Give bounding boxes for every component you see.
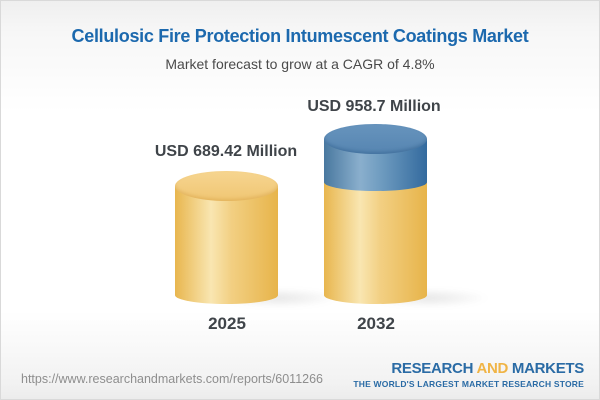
value-label-2025: USD 689.42 Million [154,143,298,160]
research-and-markets-logo[interactable]: RESEARCH AND MARKETS THE WORLD'S LARGEST… [353,359,584,389]
value-label-2032: USD 958.7 Million [307,98,441,115]
report-url-link[interactable]: https://www.researchandmarkets.com/repor… [21,372,323,386]
logo-word-research: RESEARCH [391,359,474,377]
logo-tagline: THE WORLD'S LARGEST MARKET RESEARCH STOR… [353,379,584,389]
cylinder-2025-top-ellipse [175,171,278,201]
year-label-2025: 2025 [208,314,246,333]
cylinder-2025-body [175,186,278,304]
cylinder-2032-gold-segment [324,182,427,304]
logo-word-and: AND [476,359,509,377]
page-subtitle: Market forecast to grow at a CAGR of 4.8… [165,56,435,72]
page-title: Cellulosic Fire Protection Intumescent C… [71,26,529,46]
logo-word-markets: MARKETS [511,359,584,377]
logo-wordmark: RESEARCH AND MARKETS [353,359,584,378]
cylinder-2032-top-ellipse [324,124,427,154]
year-label-2032: 2032 [357,314,395,333]
